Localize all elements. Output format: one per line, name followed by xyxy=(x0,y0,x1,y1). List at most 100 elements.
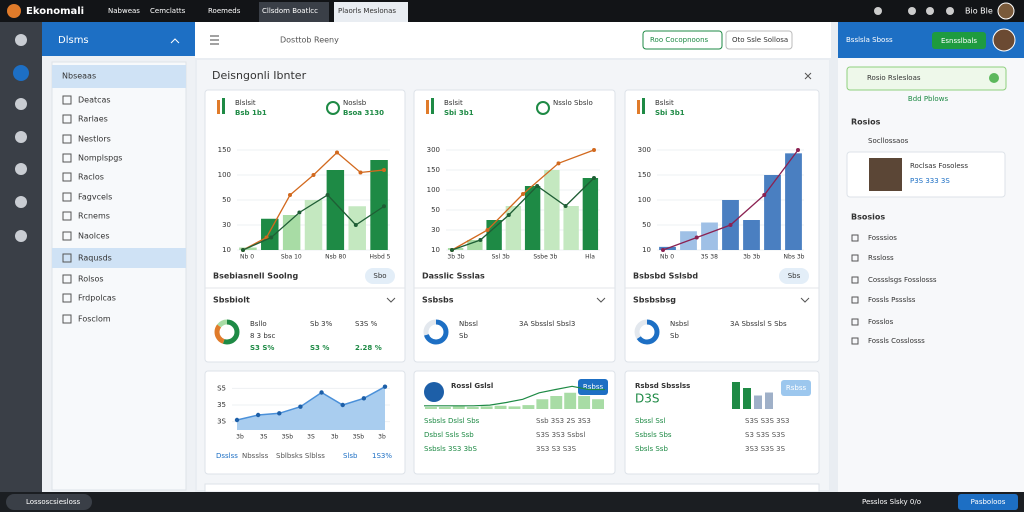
rail-icon[interactable] xyxy=(15,196,27,208)
x-tick-label: 3b xyxy=(331,434,339,441)
bar xyxy=(326,170,345,250)
sidebar-item[interactable]: Raqusds xyxy=(78,254,112,263)
footer-stat: Slsb xyxy=(343,452,358,460)
sidebar-header xyxy=(42,22,195,56)
rail-icon[interactable] xyxy=(13,65,29,81)
right-item[interactable]: Fossls Cosslosss xyxy=(868,337,925,345)
tab[interactable]: Nabweas xyxy=(108,7,140,15)
top-icon[interactable] xyxy=(926,7,934,15)
x-tick-label: Ssl 3b xyxy=(492,254,510,261)
brand: Ekonomali xyxy=(26,6,84,17)
row-text: Ssbsls Sbs xyxy=(635,431,672,439)
sidebar-item[interactable]: Nbseaas xyxy=(62,72,96,81)
pill-label[interactable]: Sbs xyxy=(788,272,801,280)
bar xyxy=(522,405,535,409)
sidebar-item[interactable]: Fagvcels xyxy=(78,193,112,202)
item-icon xyxy=(62,153,72,163)
sidebar-item[interactable]: Raclos xyxy=(78,173,104,182)
right-item[interactable]: Cossslsgs Fosslosss xyxy=(868,276,937,284)
line-point xyxy=(592,148,596,152)
section-title[interactable]: Sbsbiolt xyxy=(213,296,250,305)
secondary-button[interactable] xyxy=(725,30,793,50)
rail-icon[interactable] xyxy=(15,34,27,46)
line-point xyxy=(241,248,245,252)
sidebar-item[interactable]: Nestlors xyxy=(78,135,111,144)
tab-active xyxy=(259,2,329,22)
tab[interactable]: Roemeds xyxy=(208,7,241,15)
item-icon xyxy=(851,234,859,242)
status-button-label[interactable]: Pasboloos xyxy=(971,498,1006,506)
tab[interactable]: Cllsdom Boatlcc xyxy=(262,7,318,15)
right-item[interactable]: Fossls Pssslss xyxy=(868,296,916,304)
pill-label[interactable]: Sbo xyxy=(373,272,386,280)
bar xyxy=(304,200,323,250)
y-tick-label: 35 xyxy=(217,401,226,409)
headline: D3S xyxy=(635,392,660,406)
y-tick-label: 100 xyxy=(427,186,440,194)
card-button[interactable] xyxy=(781,380,811,396)
right-item[interactable]: Rssloss xyxy=(868,254,894,262)
line-point xyxy=(340,402,345,408)
bar xyxy=(508,406,521,409)
section-title[interactable]: Ssbsbs xyxy=(422,296,454,305)
sidebar-item[interactable]: Frdpolcas xyxy=(78,294,116,303)
card-footer: Bsbsbd Sslsbd xyxy=(633,272,698,281)
rail-icon[interactable] xyxy=(15,98,27,110)
section-title[interactable]: Sbsbsbsg xyxy=(633,296,676,305)
primary-button[interactable] xyxy=(642,30,723,50)
rail-icon[interactable] xyxy=(15,131,27,143)
right-section: Bsosios xyxy=(851,213,885,222)
rail-icon[interactable] xyxy=(15,163,27,175)
sidebar-item[interactable]: Naolces xyxy=(78,232,110,241)
bar xyxy=(765,392,773,409)
status-button[interactable] xyxy=(958,494,1018,510)
bar xyxy=(564,392,577,409)
status-right: Pesslos Slsky 0/o xyxy=(862,498,921,506)
x-tick-label: 3S xyxy=(260,434,268,441)
tab[interactable]: Cemclatts xyxy=(150,7,186,15)
sidebar-title: Dlsms xyxy=(58,35,89,46)
item-icon xyxy=(62,192,72,202)
sidebar-list xyxy=(51,61,187,491)
y-tick-label: 10 xyxy=(431,246,440,254)
card-button-label[interactable]: Rsbss xyxy=(786,384,807,392)
stat: Nbssl xyxy=(459,320,478,328)
right-button-label[interactable]: Esnsslbals xyxy=(941,37,977,45)
top-icon[interactable] xyxy=(946,7,954,15)
y-tick-label: 10 xyxy=(222,246,231,254)
search-text[interactable]: Dosttob Reeny xyxy=(280,36,339,45)
sidebar-item[interactable]: Fosclom xyxy=(78,315,111,324)
tab[interactable]: Plaorls Meslonas xyxy=(338,7,396,15)
sidebar-item[interactable]: Rolsos xyxy=(78,275,104,284)
right-link[interactable]: Bdd Pblows xyxy=(908,95,949,103)
line-point xyxy=(325,193,330,197)
line-point xyxy=(556,161,561,166)
line-point xyxy=(277,411,282,416)
right-item[interactable]: Fosslos xyxy=(868,318,894,326)
bar xyxy=(563,206,579,250)
legend-icon xyxy=(431,98,434,114)
y-tick-label: 150 xyxy=(218,146,231,154)
top-icon[interactable] xyxy=(908,7,916,15)
top-icon[interactable] xyxy=(874,7,882,15)
secondary-button-label[interactable]: Oto Ssle Sollosa xyxy=(732,36,788,44)
donut-segment xyxy=(423,319,449,345)
sidebar-item[interactable]: Rcnems xyxy=(78,212,110,221)
item-icon xyxy=(62,95,72,105)
card-title: Rsbsd Sbsslss xyxy=(635,382,690,390)
line-point xyxy=(506,213,511,217)
sidebar-item[interactable]: Deatcas xyxy=(78,96,111,105)
card-button-label[interactable]: Rsbss xyxy=(583,383,604,391)
right-item[interactable]: Fosssios xyxy=(868,234,897,242)
bar xyxy=(701,222,718,250)
primary-button-label[interactable]: Roo Cocopnoons xyxy=(650,36,709,44)
sidebar-item[interactable]: Rarlaes xyxy=(78,115,108,124)
x-tick-label: Ssbe 3b xyxy=(533,254,557,261)
bar xyxy=(592,399,604,409)
right-button[interactable] xyxy=(932,32,986,49)
bar xyxy=(438,407,451,409)
sidebar-item[interactable]: Nomplspgs xyxy=(78,154,122,163)
card-button[interactable] xyxy=(578,379,608,395)
rail-icon[interactable] xyxy=(15,230,27,242)
